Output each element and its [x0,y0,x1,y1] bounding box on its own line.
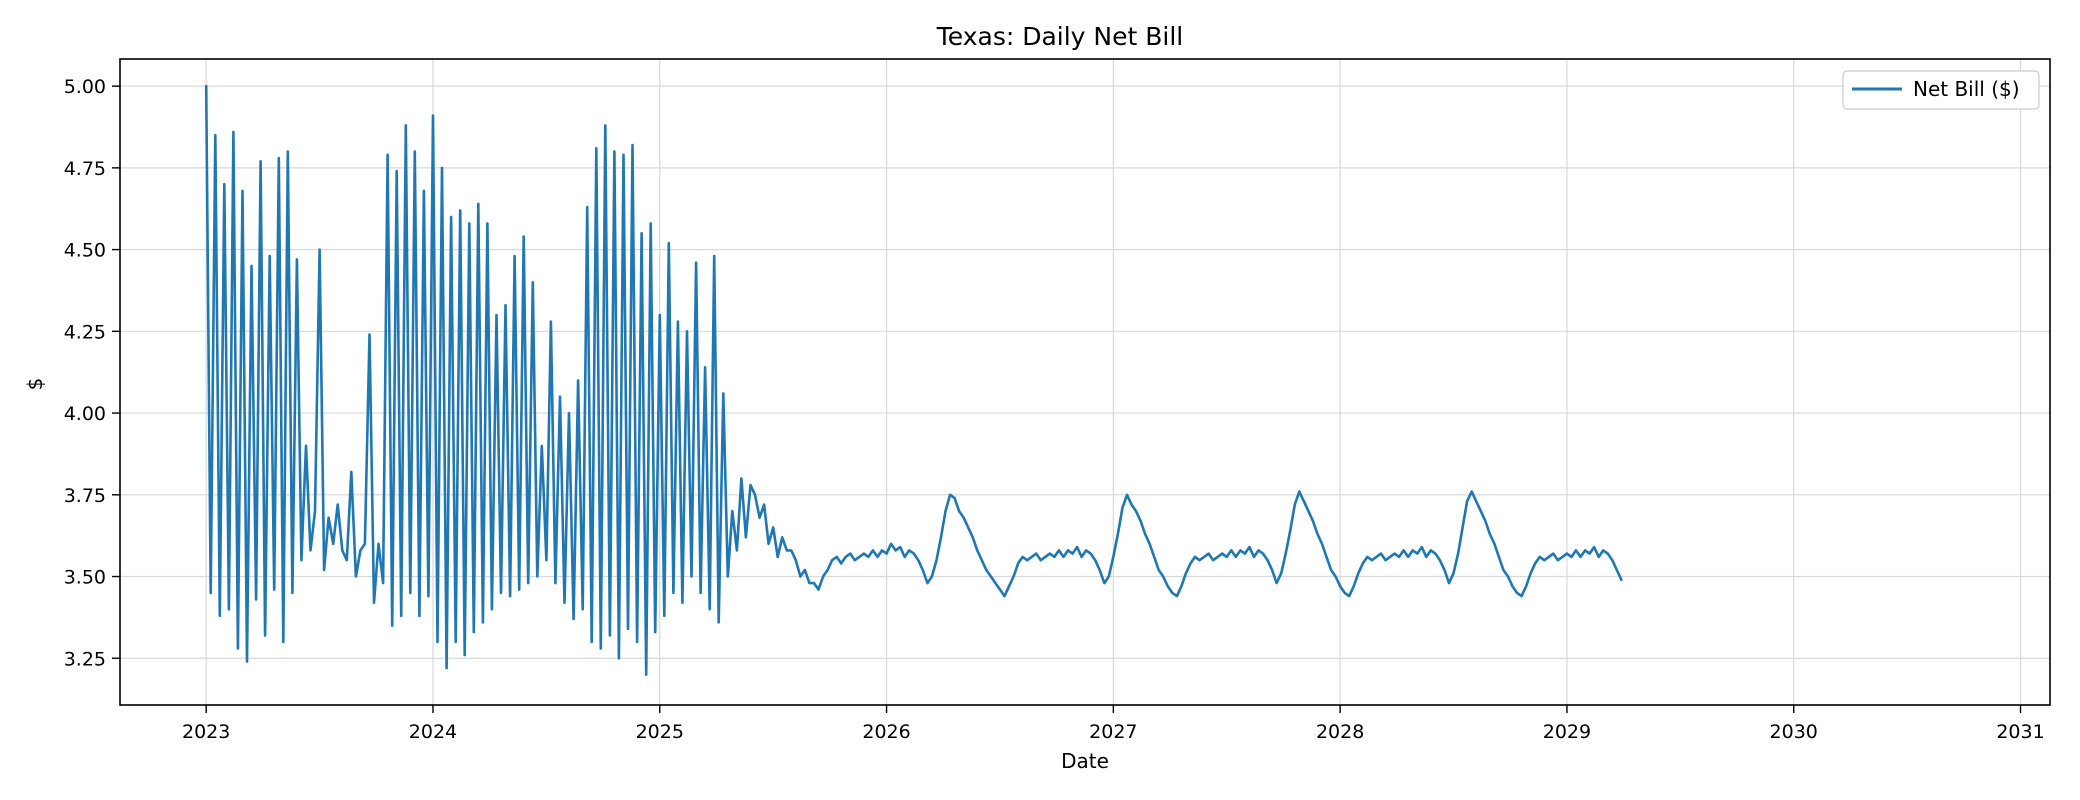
y-tick-label: 4.75 [64,158,106,180]
legend-label: Net Bill ($) [1913,77,2020,101]
y-tick-label: 3.25 [64,648,106,670]
y-axis-label: $ [23,378,47,391]
x-tick-label: 2029 [1543,721,1591,743]
x-tick-label: 2025 [636,721,684,743]
series-line-net-bill [204,84,1623,676]
series-group [204,84,1623,676]
y-tick-label: 4.50 [64,240,106,262]
y-tick-label: 3.50 [64,567,106,589]
x-tick-label: 2031 [1996,721,2044,743]
x-tick-label: 2028 [1316,721,1364,743]
plot-frame [119,58,2051,706]
x-axis-ticks: 2023 2024 2025 2026 2027 2028 2029 2030 2031 [182,705,2045,743]
x-axis-label: Date [1061,749,1109,773]
y-tick-label: 5.00 [64,76,106,98]
x-tick-label: 2026 [862,721,910,743]
grid-lines [120,59,2050,705]
x-tick-label: 2030 [1770,721,1818,743]
x-tick-label: 2023 [182,721,230,743]
y-tick-label: 4.25 [64,321,106,343]
y-tick-label: 3.75 [64,485,106,507]
y-tick-label: 4.00 [64,403,106,425]
x-tick-label: 2024 [409,721,457,743]
x-tick-label: 2027 [1089,721,1137,743]
legend: Net Bill ($) [1842,70,2040,110]
y-axis-ticks: 3.25 3.50 3.75 4.00 4.25 4.50 4.75 5.00 [64,76,120,670]
legend-box [1842,70,2040,110]
chart-title: Texas: Daily Net Bill [936,22,1184,51]
